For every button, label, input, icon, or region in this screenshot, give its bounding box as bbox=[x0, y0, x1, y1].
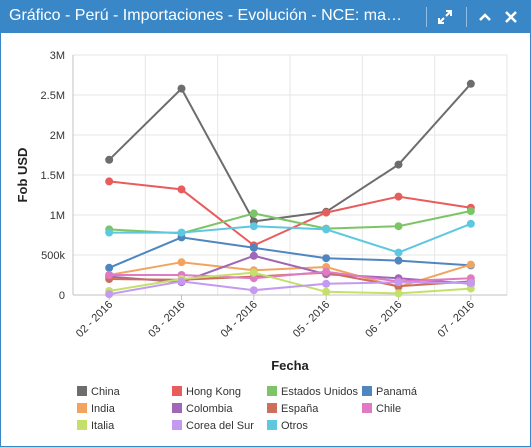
legend-label: China bbox=[91, 386, 121, 398]
data-point bbox=[394, 222, 403, 231]
legend-swatch bbox=[77, 403, 87, 413]
y-tick-label: 2M bbox=[50, 130, 65, 142]
y-tick-label: 1M bbox=[50, 210, 65, 222]
legend-swatch bbox=[267, 386, 277, 396]
legend-label: Panamá bbox=[376, 386, 418, 398]
legend-swatch bbox=[172, 386, 182, 396]
data-point bbox=[466, 79, 475, 88]
data-point bbox=[105, 271, 114, 279]
legend-swatch bbox=[362, 403, 372, 413]
data-point bbox=[466, 260, 475, 269]
y-tick-label: 2.5M bbox=[41, 90, 65, 102]
legend-label: Corea del Sur bbox=[186, 420, 254, 432]
x-tick-label: 07 - 2016 bbox=[436, 299, 477, 340]
legend-swatch bbox=[172, 403, 182, 413]
data-point bbox=[322, 254, 331, 263]
close-button[interactable] bbox=[500, 6, 522, 28]
data-point bbox=[249, 286, 258, 295]
legend-label: Otros bbox=[281, 420, 308, 432]
data-point bbox=[177, 84, 186, 93]
y-tick-label: 1.5M bbox=[41, 170, 65, 182]
data-point bbox=[105, 177, 114, 186]
data-point bbox=[322, 267, 331, 276]
data-point bbox=[249, 268, 258, 277]
data-point bbox=[249, 251, 258, 260]
legend-swatch bbox=[77, 386, 87, 396]
data-point bbox=[394, 192, 403, 201]
expand-icon bbox=[438, 10, 452, 24]
data-point bbox=[177, 185, 186, 194]
series-line-0 bbox=[108, 83, 472, 223]
data-point bbox=[466, 207, 475, 215]
series-line-10 bbox=[109, 222, 472, 254]
data-point bbox=[177, 277, 186, 286]
x-tick-label: 05 - 2016 bbox=[291, 299, 332, 340]
data-point bbox=[249, 274, 258, 283]
line-chart: 0 500k 1M 1.5M 2M 2.5M 3M 02 - 2016 03 - 2016 04 … bbox=[15, 50, 508, 432]
y-tick-label: 0 bbox=[59, 290, 65, 302]
data-point bbox=[394, 160, 403, 169]
data-point bbox=[105, 155, 114, 164]
x-tick-label: 02 - 2016 bbox=[74, 299, 115, 340]
data-point bbox=[394, 278, 403, 287]
x-axis-title: Fecha bbox=[271, 358, 309, 373]
collapse-button[interactable] bbox=[474, 6, 496, 28]
legend-swatch bbox=[267, 420, 277, 430]
y-axis-title: Fob USD bbox=[15, 148, 30, 203]
series-line-8 bbox=[109, 271, 471, 295]
x-tick-label: 03 - 2016 bbox=[146, 299, 187, 340]
window-title: Gráfico - Perú - Importaciones - Evoluci… bbox=[9, 7, 409, 24]
data-point bbox=[466, 284, 475, 293]
series-line-1 bbox=[109, 180, 471, 247]
y-tick-label: 3M bbox=[50, 50, 65, 62]
y-tick-label: 500k bbox=[41, 250, 65, 262]
legend-label: Italia bbox=[91, 420, 115, 432]
data-point bbox=[322, 279, 331, 288]
x-tick-label: 06 - 2016 bbox=[363, 299, 404, 340]
legend-label: Chile bbox=[376, 403, 401, 415]
legend-label: Colombia bbox=[186, 403, 233, 415]
data-point bbox=[177, 258, 186, 267]
data-point bbox=[105, 263, 114, 272]
legend-swatch bbox=[77, 420, 87, 430]
legend-label: España bbox=[281, 403, 319, 415]
data-point bbox=[249, 222, 258, 231]
data-point bbox=[322, 225, 331, 234]
data-point bbox=[466, 219, 475, 228]
data-point bbox=[105, 228, 114, 237]
series-line-9 bbox=[108, 280, 471, 296]
titlebar-divider bbox=[466, 7, 467, 27]
data-point bbox=[249, 209, 258, 218]
data-point bbox=[177, 228, 186, 237]
legend-label: Hong Kong bbox=[186, 386, 241, 398]
data-point bbox=[394, 256, 403, 265]
titlebar-divider bbox=[426, 7, 427, 27]
legend-label: Estados Unidos bbox=[281, 386, 359, 398]
legend-swatch bbox=[172, 420, 182, 430]
data-point bbox=[105, 290, 114, 299]
series-line-3 bbox=[108, 236, 471, 269]
collapse-icon bbox=[479, 13, 491, 21]
data-point bbox=[322, 208, 331, 217]
x-tick-label: 04 - 2016 bbox=[219, 299, 260, 340]
data-point bbox=[394, 289, 403, 298]
expand-button[interactable] bbox=[434, 6, 456, 28]
close-icon bbox=[505, 11, 517, 23]
data-point bbox=[322, 287, 331, 296]
legend-label: India bbox=[91, 403, 116, 415]
window-titlebar: Gráfico - Perú - Importaciones - Evoluci… bbox=[1, 1, 530, 33]
legend-swatch bbox=[362, 386, 372, 396]
data-point bbox=[466, 279, 475, 287]
legend-swatch bbox=[267, 403, 277, 413]
data-point bbox=[249, 243, 258, 252]
series-line-7 bbox=[109, 270, 471, 283]
data-point bbox=[394, 248, 403, 257]
